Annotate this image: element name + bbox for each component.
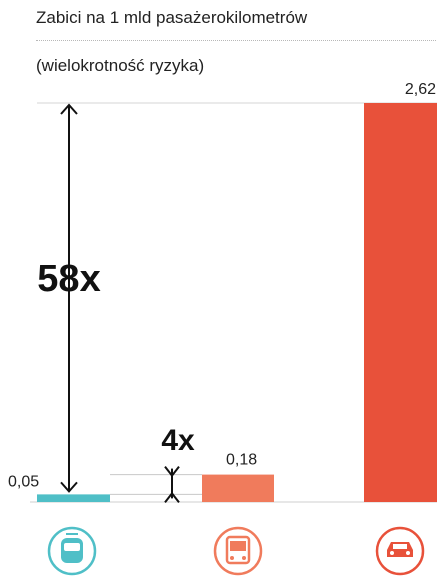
- bar-car: [364, 103, 437, 502]
- annotation-4x: 4x: [161, 424, 195, 457]
- bus-icon-light-left: [230, 556, 234, 560]
- car-icon-window: [393, 544, 407, 549]
- car-icon-light-right: [406, 551, 410, 555]
- tram-icon-window: [64, 543, 80, 551]
- value-label-tram: 0,05: [8, 473, 39, 490]
- bus-icon-window: [230, 541, 246, 551]
- value-label-bus: 0,18: [226, 452, 257, 469]
- bus-icon-light-right: [242, 556, 246, 560]
- bar-bus: [202, 475, 274, 502]
- annotation-58x: 58x: [37, 258, 100, 300]
- value-label-car: 2,62: [405, 81, 436, 98]
- bar-tram: [37, 494, 110, 502]
- car-icon-light-left: [390, 551, 394, 555]
